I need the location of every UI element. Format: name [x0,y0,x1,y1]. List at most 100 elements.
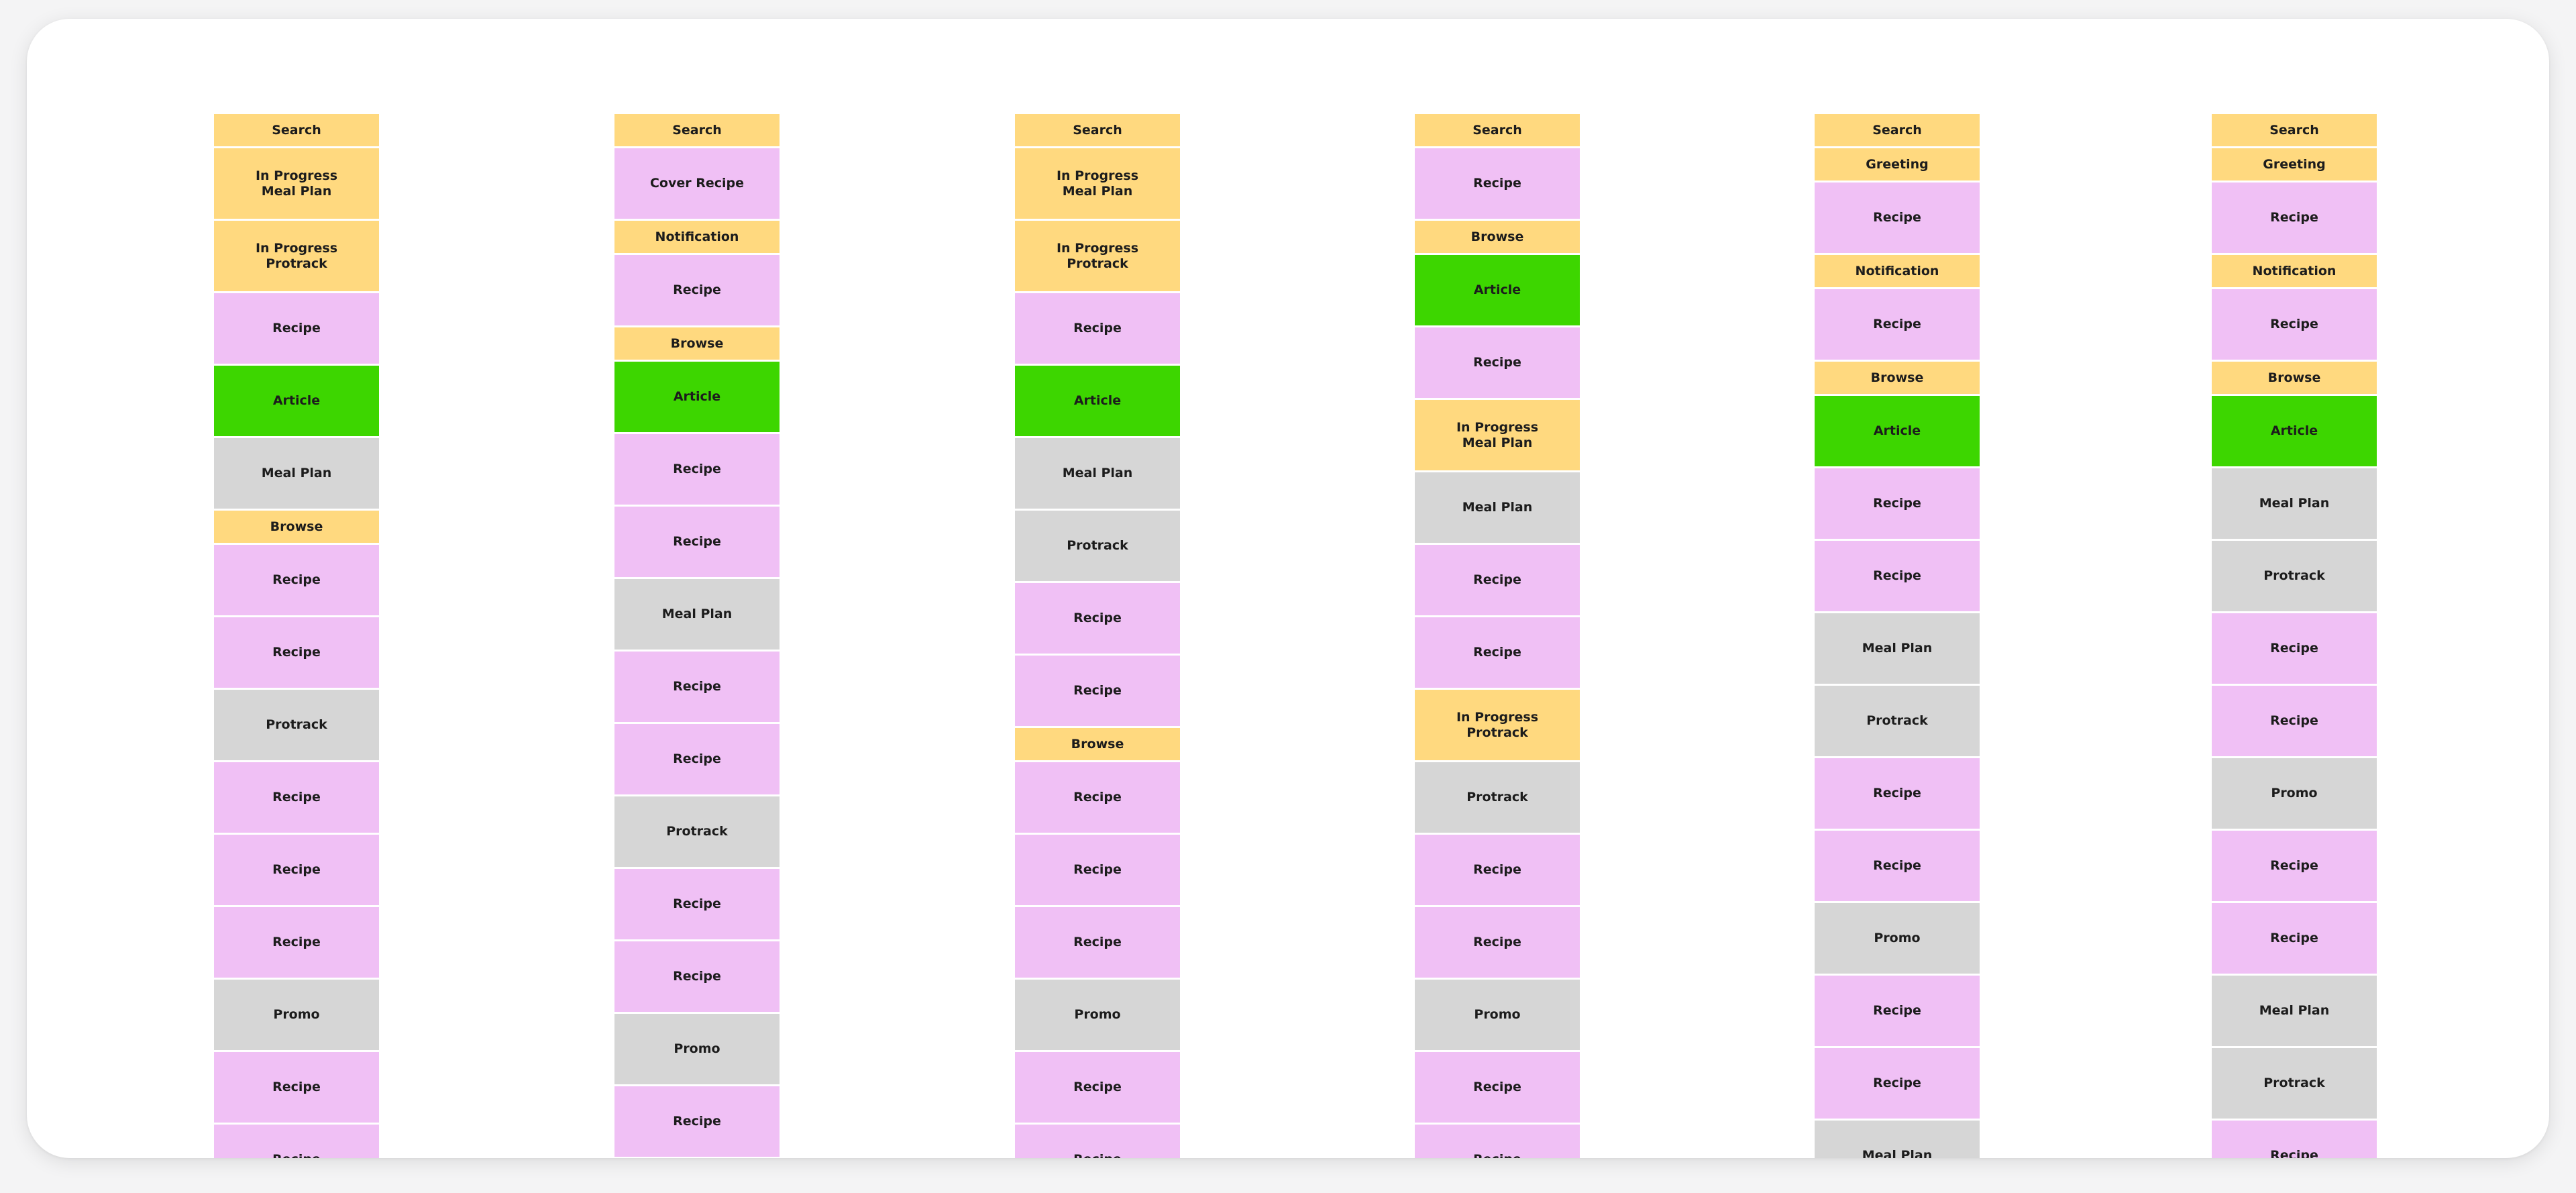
layout-column-5: Search Greeting Recipe Notification Recipe Br… [1815,114,1980,1158]
layout-column-4: Search Recipe Browse Article Recipe In Progre… [1415,114,1580,1158]
block-article: Article [2212,396,2377,466]
block-recipe: Recipe [1415,327,1580,398]
block-recipe: Recipe [614,869,780,939]
block-article: Article [1815,396,1980,466]
block-browse: Browse [2212,362,2377,394]
block-in-progress-meal-plan: In Progress Meal Plan [214,148,379,219]
block-protrack: Protrack [1415,762,1580,833]
block-meal-plan: Meal Plan [214,438,379,509]
block-recipe: Recipe [2212,831,2377,901]
block-search: Search [614,114,780,146]
block-recipe: Recipe [214,907,379,978]
block-recipe: Recipe [1815,289,1980,360]
block-greeting: Greeting [2212,148,2377,180]
block-article: Article [614,362,780,432]
block-recipe: Recipe [1415,1125,1580,1158]
block-browse: Browse [1815,362,1980,394]
block-meal-plan: Meal Plan [1415,472,1580,543]
block-recipe: Recipe [1815,1048,1980,1119]
block-meal-plan: Meal Plan [614,579,780,650]
block-recipe: Recipe [1015,1052,1180,1123]
block-promo: Promo [1815,903,1980,974]
block-promo: Promo [1415,980,1580,1050]
block-promo: Promo [1015,980,1180,1050]
block-article: Article [1415,255,1580,325]
block-in-progress-meal-plan: In Progress Meal Plan [1415,400,1580,470]
block-recipe: Recipe [1815,758,1980,829]
block-protrack: Protrack [614,796,780,867]
block-recipe: Recipe [1415,545,1580,615]
block-recipe: Recipe [1815,831,1980,901]
block-recipe: Recipe [614,434,780,505]
block-recipe: Recipe [614,1086,780,1157]
block-recipe: Recipe [1415,907,1580,978]
block-recipe: Recipe [2212,1121,2377,1158]
block-search: Search [1415,114,1580,146]
block-recipe: Recipe [1015,583,1180,654]
block-protrack: Protrack [214,690,379,760]
block-notification: Notification [614,221,780,253]
block-recipe: Recipe [1415,1052,1580,1123]
block-browse: Browse [214,511,379,543]
block-search: Search [1015,114,1180,146]
block-search: Search [214,114,379,146]
block-promo: Promo [614,1014,780,1084]
block-recipe: Recipe [2212,183,2377,253]
block-greeting: Greeting [1815,148,1980,180]
block-recipe: Recipe [1415,148,1580,219]
block-recipe: Recipe [214,835,379,905]
block-recipe: Recipe [1815,468,1980,539]
block-search: Search [1815,114,1980,146]
block-recipe: Recipe [1015,762,1180,833]
canvas-board: Search In Progress Meal Plan In Progress P… [27,19,2549,1158]
block-protrack: Protrack [2212,541,2377,611]
block-in-progress-meal-plan: In Progress Meal Plan [1015,148,1180,219]
block-recipe: Recipe [2212,289,2377,360]
block-recipe: Recipe [214,762,379,833]
block-recipe: Recipe [1415,617,1580,688]
block-in-progress-protrack: In Progress Protrack [1015,221,1180,291]
block-article: Article [214,366,379,436]
layout-column-3: Search In Progress Meal Plan In Progress P… [1015,114,1180,1158]
block-notification: Notification [1815,255,1980,287]
block-protrack: Protrack [1015,511,1180,581]
block-browse: Browse [1415,221,1580,253]
block-recipe: Recipe [1015,835,1180,905]
block-recipe: Recipe [214,1125,379,1158]
block-meal-plan: Meal Plan [1015,438,1180,509]
block-meal-plan: Meal Plan [1815,613,1980,684]
block-recipe: Recipe [1015,656,1180,726]
block-recipe: Recipe [1815,976,1980,1046]
block-recipe: Recipe [2212,903,2377,974]
block-recipe: Recipe [614,941,780,1012]
block-meal-plan: Meal Plan [2212,468,2377,539]
block-browse: Browse [1015,728,1180,760]
block-recipe: Recipe [2212,613,2377,684]
block-meal-plan: Meal Plan [1815,1121,1980,1158]
block-article: Article [1015,366,1180,436]
block-recipe: Recipe [214,293,379,364]
block-recipe: Recipe [614,255,780,325]
block-notification: Notification [2212,255,2377,287]
block-recipe: Recipe [1815,541,1980,611]
block-recipe: Recipe [214,545,379,615]
block-cover-recipe: Cover Recipe [614,148,780,219]
block-recipe: Recipe [214,1052,379,1123]
block-promo: Promo [2212,758,2377,829]
block-recipe: Recipe [1015,907,1180,978]
block-browse: Browse [614,327,780,360]
block-recipe: Recipe [214,617,379,688]
block-recipe: Recipe [1015,293,1180,364]
layout-column-1: Search In Progress Meal Plan In Progress P… [214,114,379,1158]
block-promo: Promo [214,980,379,1050]
layout-column-2: Search Cover Recipe Notification Recipe Brow… [614,114,780,1157]
block-recipe: Recipe [614,724,780,794]
block-recipe: Recipe [1815,183,1980,253]
block-recipe: Recipe [1015,1125,1180,1158]
block-in-progress-protrack: In Progress Protrack [1415,690,1580,760]
block-recipe: Recipe [1415,835,1580,905]
block-in-progress-protrack: In Progress Protrack [214,221,379,291]
block-recipe: Recipe [614,652,780,722]
block-protrack: Protrack [2212,1048,2377,1119]
block-protrack: Protrack [1815,686,1980,756]
